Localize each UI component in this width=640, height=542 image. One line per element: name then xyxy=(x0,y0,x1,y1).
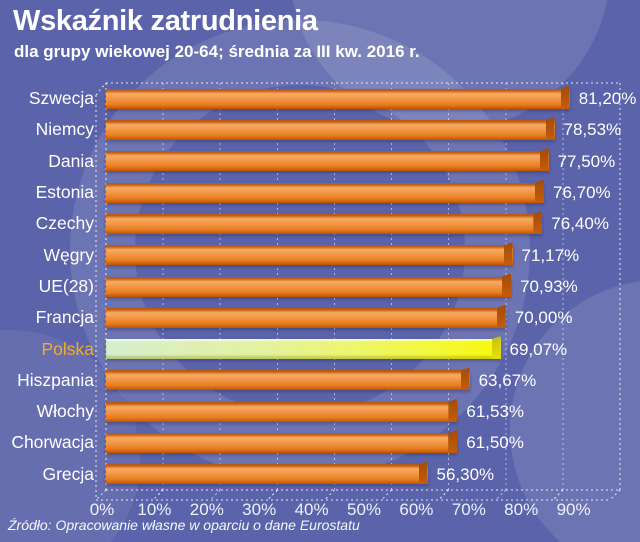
category-label: Estonia xyxy=(35,181,94,202)
value-label: 78,53% xyxy=(563,120,622,140)
bar xyxy=(106,151,549,172)
x-axis-tick: 30% xyxy=(242,500,277,519)
chart-subtitle: dla grupy wiekowej 20-64; średnia za III… xyxy=(14,42,420,61)
value-label: 63,67% xyxy=(478,370,537,390)
bar xyxy=(106,120,555,140)
source-note: Źródło: Opracowanie własne w oparciu o d… xyxy=(8,517,360,533)
value-label: 76,70% xyxy=(553,182,611,202)
category-label: Grecja xyxy=(42,463,94,484)
category-label: Szwecja xyxy=(28,88,94,108)
value-label: 61,53% xyxy=(466,402,525,422)
category-label: Węgry xyxy=(43,244,94,265)
bar xyxy=(106,370,470,391)
bar xyxy=(106,213,543,234)
bar xyxy=(106,88,570,109)
x-axis-tick: 40% xyxy=(294,500,329,519)
x-axis-tick: 0% xyxy=(89,500,115,519)
bar xyxy=(106,401,458,422)
value-label: 61,50% xyxy=(466,433,524,453)
category-label: UE(28) xyxy=(38,275,94,296)
bar xyxy=(106,245,513,266)
x-axis-tick: 50% xyxy=(346,500,382,519)
x-axis-tick: 70% xyxy=(451,500,486,519)
value-label: 81,20% xyxy=(578,89,637,108)
x-axis-tick: 80% xyxy=(504,500,539,519)
value-label: 56,30% xyxy=(436,464,495,484)
chart-title: Wskaźnik zatrudnienia xyxy=(13,5,318,37)
value-label: 77,50% xyxy=(557,151,616,171)
value-label: 70,00% xyxy=(514,308,573,328)
value-label: 76,40% xyxy=(551,214,609,234)
bar xyxy=(106,276,512,297)
category-label: Francja xyxy=(35,307,94,328)
category-label: Hiszpania xyxy=(17,369,94,390)
bar xyxy=(106,182,544,203)
bar xyxy=(106,339,501,360)
bar xyxy=(106,307,506,328)
bar xyxy=(106,464,428,485)
value-label: 70,93% xyxy=(520,276,578,296)
category-label: Czechy xyxy=(35,213,94,234)
x-axis-tick: 10% xyxy=(137,500,172,519)
x-axis-tick: 60% xyxy=(399,500,434,519)
category-label: Niemcy xyxy=(35,119,94,140)
x-axis-tick: 90% xyxy=(556,500,591,519)
value-label: 71,17% xyxy=(521,245,580,265)
category-label: Chorwacja xyxy=(11,432,94,453)
category-label: Polska xyxy=(41,338,94,359)
bar xyxy=(106,433,458,453)
category-label: Dania xyxy=(48,150,94,171)
x-axis-tick: 20% xyxy=(189,500,224,519)
value-label: 69,07% xyxy=(509,339,568,359)
category-label: Włochy xyxy=(36,401,94,422)
